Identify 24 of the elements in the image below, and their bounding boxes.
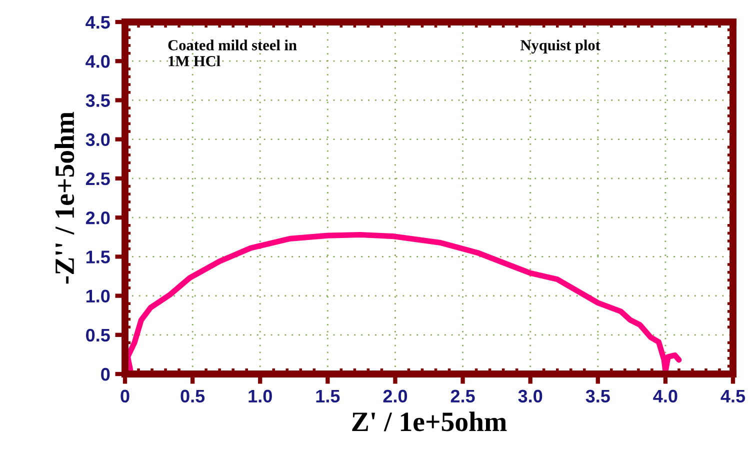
annotation: Nyquist plot [520,40,600,54]
x-tick-label: 4.5 [720,390,746,403]
y-tick-label: 2.0 [86,211,110,224]
x-tick-label: 0.5 [180,390,205,403]
x-tick-label: 2.5 [450,390,475,403]
y-tick-label: 4.0 [86,55,110,68]
y-tick-label: 3.0 [86,133,110,146]
y-axis-title: -Z'' / 1e+5ohm [54,112,74,284]
x-axis-title: Z' / 1e+5ohm [352,412,507,432]
x-tick-label: 2.0 [383,390,408,403]
y-tick-label: 3.5 [86,94,110,107]
x-tick-label: 1.5 [316,390,340,403]
y-tick-label: 2.5 [86,172,110,186]
annotation: Coated mild steel in 1M HCl [168,40,297,66]
x-tick-label: 3.0 [518,390,542,403]
y-tick-label: 0.5 [86,328,110,342]
y-tick-label: 1.0 [86,290,110,302]
x-tick-label: 4.0 [653,390,678,403]
x-tick-label: 0 [120,390,130,403]
y-tick-label: 0 [101,368,110,381]
y-tick-label: 1.5 [86,250,110,264]
x-tick-label: 1.0 [248,390,272,403]
y-tick-label: 4.5 [86,16,110,29]
x-tick-label: 3.5 [586,390,610,403]
